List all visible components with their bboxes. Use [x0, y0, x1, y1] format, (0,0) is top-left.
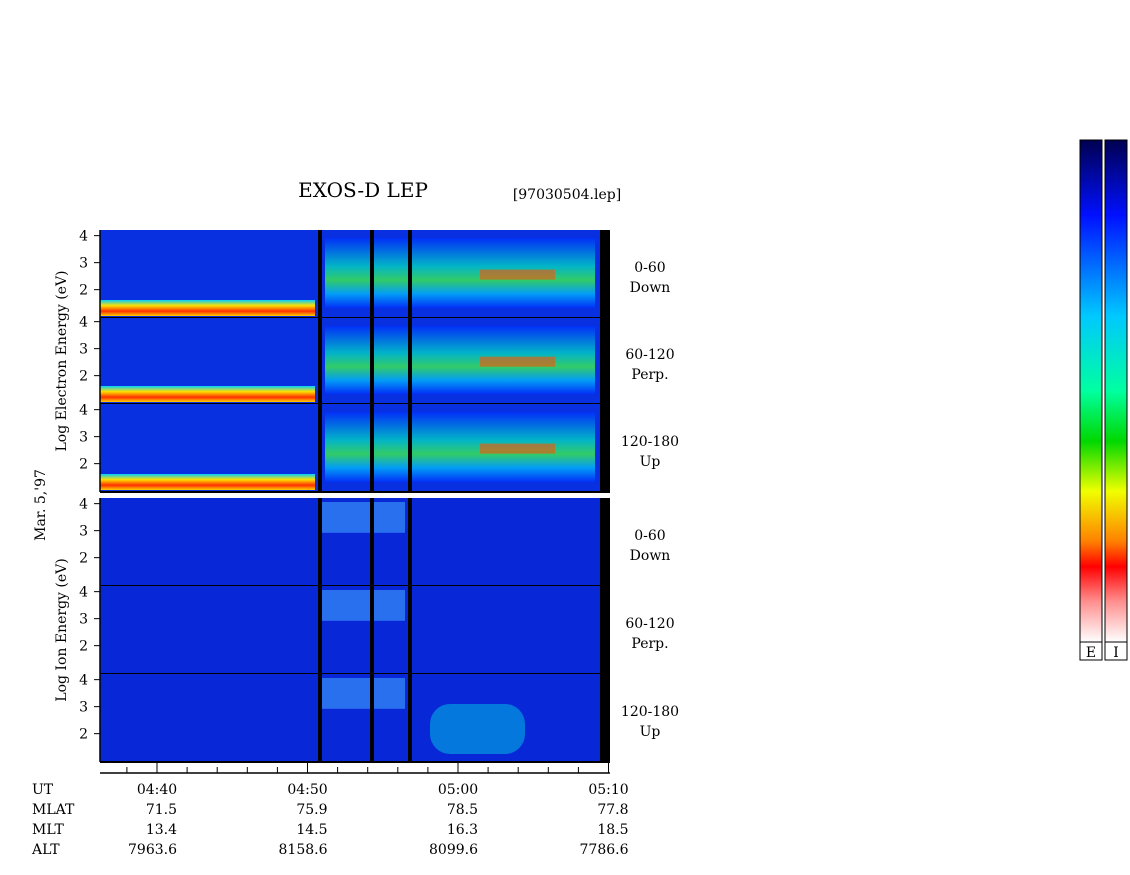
- active-region: [320, 502, 405, 533]
- pitch-angle: 120-180: [621, 704, 679, 720]
- row-value: 13.4: [146, 822, 177, 838]
- y-tick-label: 3: [79, 700, 88, 716]
- data-gap: [370, 674, 374, 762]
- y-tick-label: 3: [79, 524, 88, 540]
- y-axis-label: Log Ion Energy (eV): [54, 558, 70, 701]
- row-name: MLAT: [32, 802, 75, 818]
- y-tick-label: 2: [79, 369, 88, 385]
- colorbar-label: E: [1086, 645, 1096, 661]
- row-value: 18.5: [597, 822, 628, 838]
- row-value: 78.5: [447, 802, 478, 818]
- row-value: 7786.6: [580, 842, 629, 858]
- colorbar: [1104, 139, 1128, 643]
- x-tick-label: 05:00: [438, 782, 478, 798]
- data-gap: [370, 404, 374, 492]
- data-gap: [370, 318, 374, 404]
- data-gap: [408, 586, 412, 674]
- colorbar-label: I: [1113, 645, 1119, 661]
- row-name: MLT: [32, 822, 64, 838]
- row-value: 16.3: [447, 822, 478, 838]
- active-region: [320, 678, 405, 709]
- row-name: ALT: [31, 842, 60, 858]
- y-tick-label: 2: [79, 727, 88, 743]
- direction: Up: [640, 724, 661, 740]
- row-value: 14.5: [296, 822, 327, 838]
- y-tick-label: 3: [79, 430, 88, 446]
- direction: Perp.: [631, 636, 668, 652]
- row-value: 7963.6: [128, 842, 177, 858]
- y-tick-label: 3: [79, 612, 88, 628]
- data-gap: [318, 586, 322, 674]
- active-region: [480, 443, 555, 454]
- file-name: [97030504.lep]: [513, 187, 621, 203]
- direction: Up: [640, 454, 661, 470]
- colorbar: [1079, 139, 1103, 643]
- data-gap: [370, 230, 374, 318]
- direction: Down: [630, 548, 671, 564]
- y-tick-label: 4: [79, 315, 88, 331]
- y-tick-label: 3: [79, 256, 88, 272]
- y-tick-label: 2: [79, 457, 88, 473]
- data-gap: [318, 498, 322, 586]
- row-name: UT: [32, 782, 54, 798]
- row-value: 75.9: [296, 802, 327, 818]
- row-value: 8158.6: [279, 842, 328, 858]
- pitch-angle: 60-120: [625, 347, 674, 363]
- direction: Down: [630, 280, 671, 296]
- data-gap: [408, 498, 412, 586]
- data-gap: [370, 586, 374, 674]
- right-strip: [600, 318, 610, 404]
- active-region: [480, 356, 555, 367]
- y-tick-label: 2: [79, 639, 88, 655]
- data-gap: [318, 230, 322, 318]
- data-gap: [408, 674, 412, 762]
- low-energy-band: [100, 386, 315, 402]
- data-gap: [318, 674, 322, 762]
- title: EXOS-D LEP: [298, 178, 428, 202]
- direction: Perp.: [631, 367, 668, 383]
- y-tick-label: 2: [79, 551, 88, 567]
- data-gap: [318, 404, 322, 492]
- colorbar-label-box: [1104, 641, 1128, 661]
- pitch-angle: 0-60: [634, 260, 665, 276]
- pitch-angle: 60-120: [625, 616, 674, 632]
- x-tick-label: 04:50: [287, 782, 327, 798]
- data-gap: [408, 404, 412, 492]
- y-tick-label: 4: [79, 585, 88, 601]
- active-region: [480, 269, 555, 280]
- x-tick-label: 05:10: [588, 782, 628, 798]
- y-axis-label: Log Electron Energy (eV): [54, 270, 70, 451]
- colorbar-label-box: [1079, 641, 1103, 661]
- y-tick-label: 4: [79, 403, 88, 419]
- y-tick-label: 4: [79, 673, 88, 689]
- data-gap: [370, 498, 374, 586]
- row-value: 77.8: [597, 802, 628, 818]
- pitch-angle: 120-180: [621, 434, 679, 450]
- active-region: [320, 590, 405, 621]
- right-strip: [600, 404, 610, 492]
- date: Mar. 5,'97: [33, 469, 49, 541]
- low-energy-band: [100, 300, 315, 316]
- x-tick-label: 04:40: [137, 782, 177, 798]
- y-tick-label: 2: [79, 283, 88, 299]
- right-strip: [600, 674, 610, 762]
- data-gap: [408, 230, 412, 318]
- right-strip: [600, 498, 610, 586]
- data-gap: [318, 318, 322, 404]
- y-tick-label: 4: [79, 497, 88, 513]
- row-value: 71.5: [146, 802, 177, 818]
- low-energy-band: [100, 474, 315, 490]
- row-value: 8099.6: [429, 842, 478, 858]
- y-tick-label: 4: [79, 229, 88, 245]
- right-strip: [600, 230, 610, 318]
- y-tick-label: 3: [79, 342, 88, 358]
- data-gap: [408, 318, 412, 404]
- right-strip: [600, 586, 610, 674]
- active-region: [430, 704, 525, 754]
- spectrograms: 4 3 2 4 3 2 4 3 2 4 3 2 4 3 2 4 3 2: [79, 229, 610, 763]
- pitch-angle: 0-60: [634, 528, 665, 544]
